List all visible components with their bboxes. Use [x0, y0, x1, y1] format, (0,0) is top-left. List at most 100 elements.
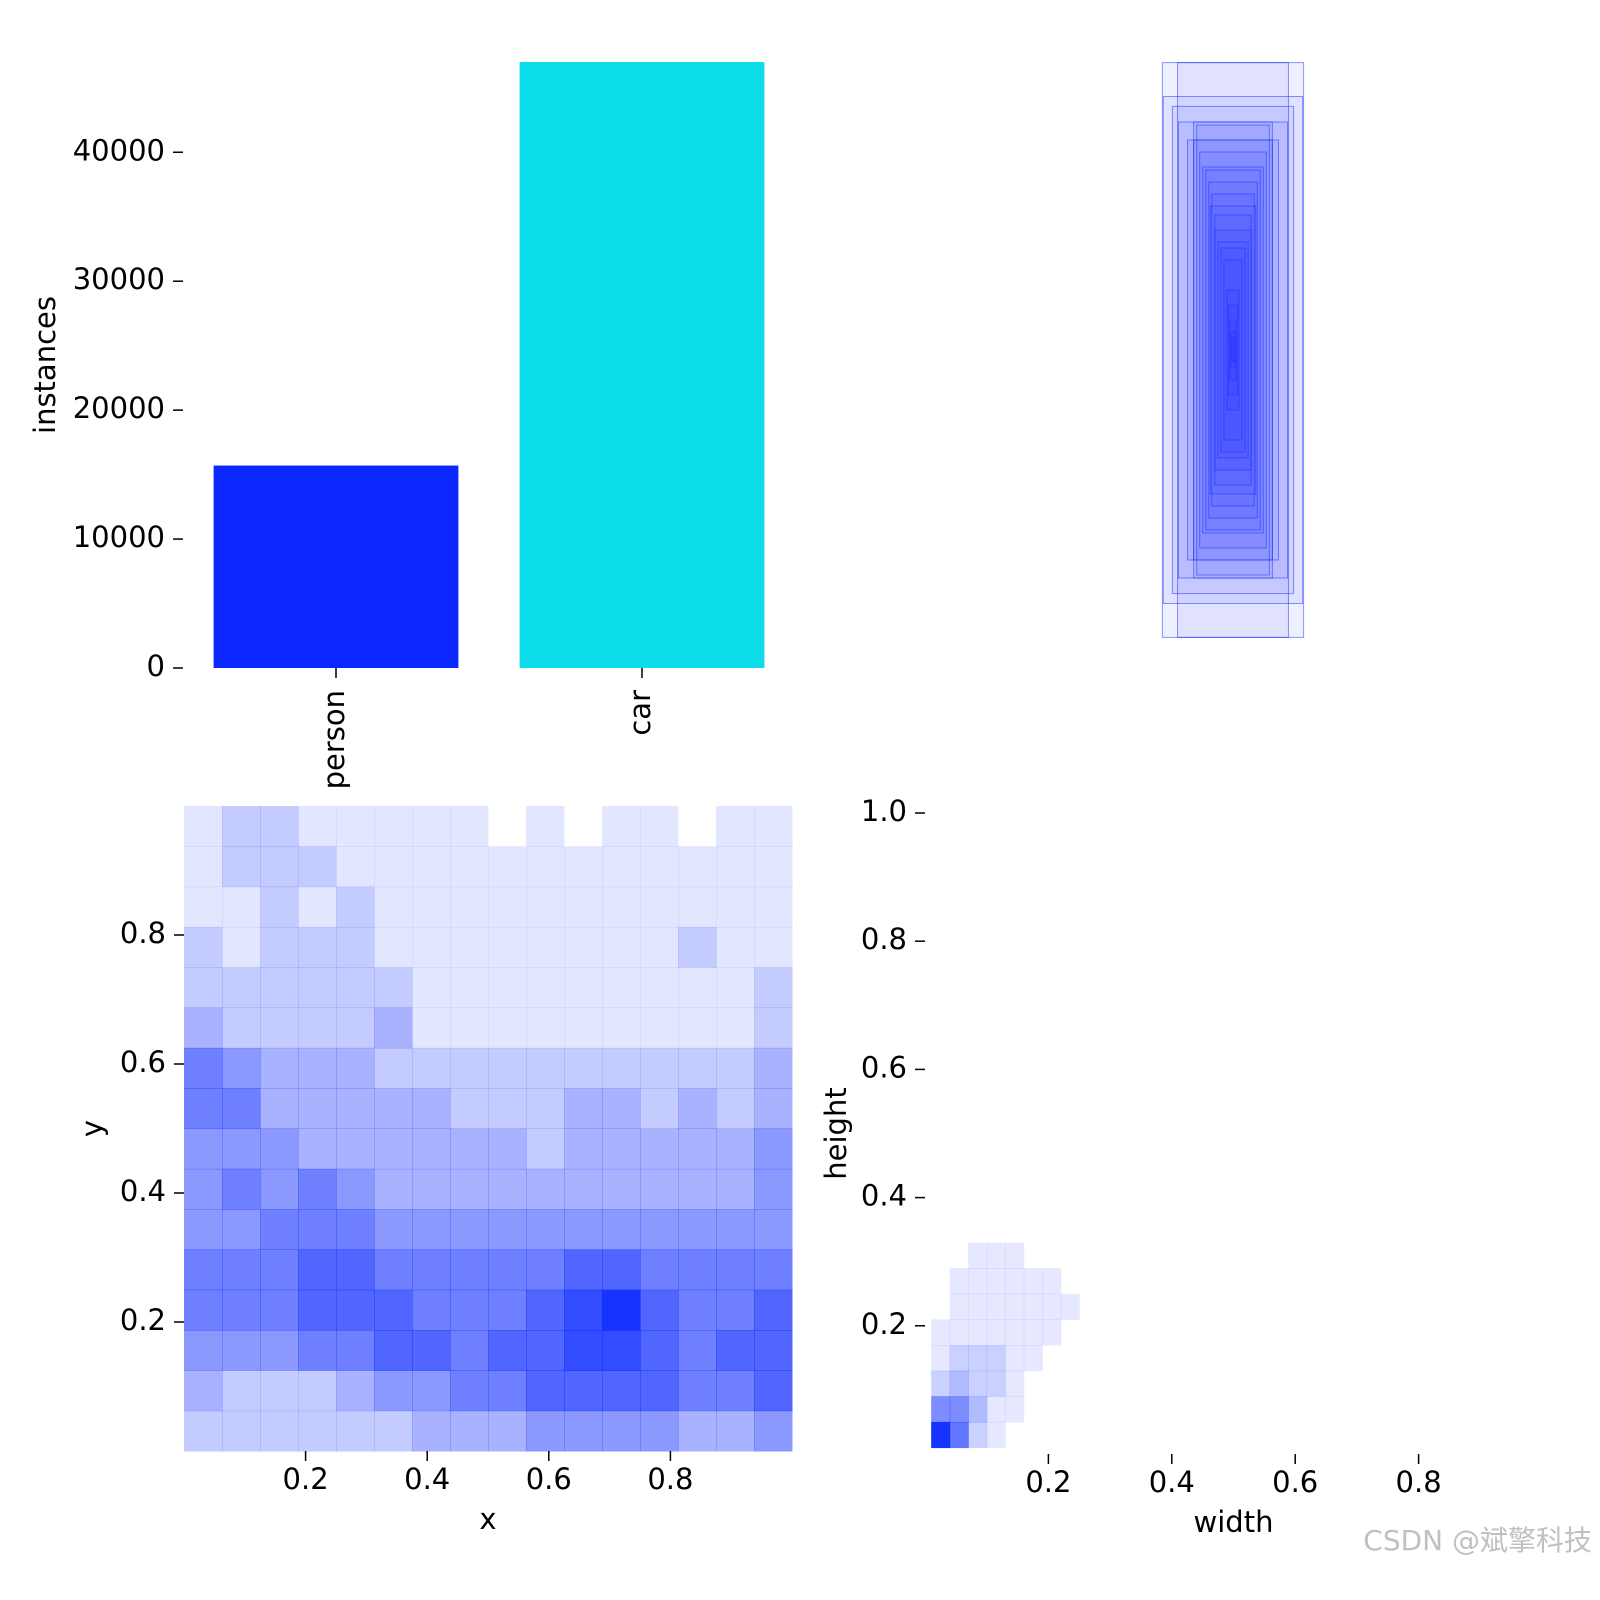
x-axis-label: width: [1194, 1505, 1274, 1539]
heat-cell: [602, 926, 641, 968]
heat-cell: [488, 1128, 527, 1170]
heat-cell: [754, 967, 793, 1009]
heat-cell: [987, 1217, 1006, 1243]
heat-cell: [374, 1088, 413, 1129]
heat-cell: [1079, 1191, 1098, 1217]
heat-cell: [1098, 1319, 1117, 1345]
heat-cell: [1061, 1345, 1080, 1371]
heat-cell: [968, 1421, 988, 1449]
x-tick-label: 0.4: [404, 1462, 450, 1496]
heat-cell: [488, 1289, 527, 1331]
heat-cell: [716, 1410, 755, 1452]
box: [1211, 193, 1255, 507]
heat-cell: [754, 1128, 793, 1170]
heat-cell: [450, 1007, 489, 1049]
heat-cell: [754, 1047, 793, 1089]
y-tick-label: 10000: [73, 520, 165, 554]
heat-cell: [450, 886, 489, 928]
heat-cell: [298, 1289, 337, 1331]
heat-cell: [564, 806, 603, 847]
heat-cell: [968, 1396, 988, 1423]
heat-cell: [1042, 1396, 1061, 1422]
heat-cell: [1042, 1293, 1062, 1320]
heat-cell: [526, 1209, 565, 1250]
heat-cell: [298, 1047, 337, 1089]
heat-cell: [526, 886, 565, 928]
heat-cell: [374, 846, 413, 888]
x-tick-label: car: [623, 690, 657, 736]
heat-cell: [754, 1410, 793, 1452]
heat-cell: [298, 967, 337, 1009]
heat-cell: [260, 967, 299, 1009]
heat-cell: [488, 926, 527, 968]
heat-cell: [968, 1268, 988, 1295]
heat-cell: [450, 1168, 489, 1210]
x-tick-label: 0.6: [1272, 1465, 1318, 1499]
heat-cell: [678, 806, 717, 847]
heat-cell: [754, 1088, 793, 1129]
heat-cell: [1005, 1293, 1025, 1320]
heat-cell: [260, 886, 299, 928]
heat-cell: [602, 1128, 641, 1170]
heat-cell: [678, 967, 717, 1009]
heat-cell: [1098, 1396, 1117, 1422]
heat-cell: [602, 1168, 641, 1210]
heat-cell: [1042, 1242, 1061, 1268]
heat-cell: [602, 1088, 641, 1129]
x-axis-label: x: [479, 1502, 496, 1536]
heat-cell: [949, 1319, 969, 1346]
heat-cell: [450, 1289, 489, 1331]
heat-cell: [1005, 1422, 1024, 1448]
heat-cell: [968, 1242, 988, 1269]
heat-cell: [1042, 1422, 1061, 1448]
y-axis-label: y: [75, 1120, 109, 1137]
heat-cell: [184, 1047, 223, 1089]
heat-cell: [640, 1289, 679, 1331]
heat-cell: [184, 1370, 223, 1412]
heat-cell: [754, 886, 793, 928]
heat-cell: [1023, 1268, 1043, 1295]
y-tick-label: 0.8: [120, 916, 166, 950]
heat-cell: [222, 1370, 261, 1412]
heat-cell: [678, 1209, 717, 1250]
heat-cell: [336, 1209, 375, 1250]
heat-cell: [526, 926, 565, 968]
heat-cell: [987, 1191, 1006, 1217]
heat-cell: [526, 846, 565, 888]
heat-cell: [450, 926, 489, 968]
heat-cell: [260, 1168, 299, 1210]
x-tick-label: person: [317, 690, 351, 789]
heat-cell: [184, 967, 223, 1009]
heat-cell: [298, 1128, 337, 1170]
heat-cell: [412, 1249, 451, 1291]
heat-cell: [374, 1047, 413, 1089]
heat-cell: [298, 806, 337, 847]
heat-cell: [716, 926, 755, 968]
heat-cell: [968, 1191, 987, 1217]
heat-cell: [754, 1007, 793, 1049]
heat-cell: [260, 1128, 299, 1170]
heat-cell: [968, 1319, 988, 1346]
heat-cell: [412, 1047, 451, 1089]
heat-cell: [716, 1209, 755, 1250]
heat-cell: [754, 1330, 793, 1371]
heat-cell: [488, 806, 527, 847]
heat-cell: [412, 1289, 451, 1331]
heat-cell: [1079, 1396, 1098, 1422]
heat-cell: [222, 1007, 261, 1049]
heat-cell: [640, 806, 679, 847]
heat-cell: [950, 1191, 969, 1217]
heat-cell: [678, 1249, 717, 1291]
heat-cell: [450, 1088, 489, 1129]
heat-cell: [298, 1007, 337, 1049]
heat-cell: [986, 1242, 1006, 1269]
heat-cell: [640, 1249, 679, 1291]
heat-cell: [526, 1168, 565, 1210]
heat-cell: [184, 1249, 223, 1291]
heat-cell: [488, 967, 527, 1009]
heat-cell: [564, 1249, 603, 1291]
box: [1208, 181, 1258, 519]
heat-cell: [450, 806, 489, 847]
heat-cell: [488, 1088, 527, 1129]
